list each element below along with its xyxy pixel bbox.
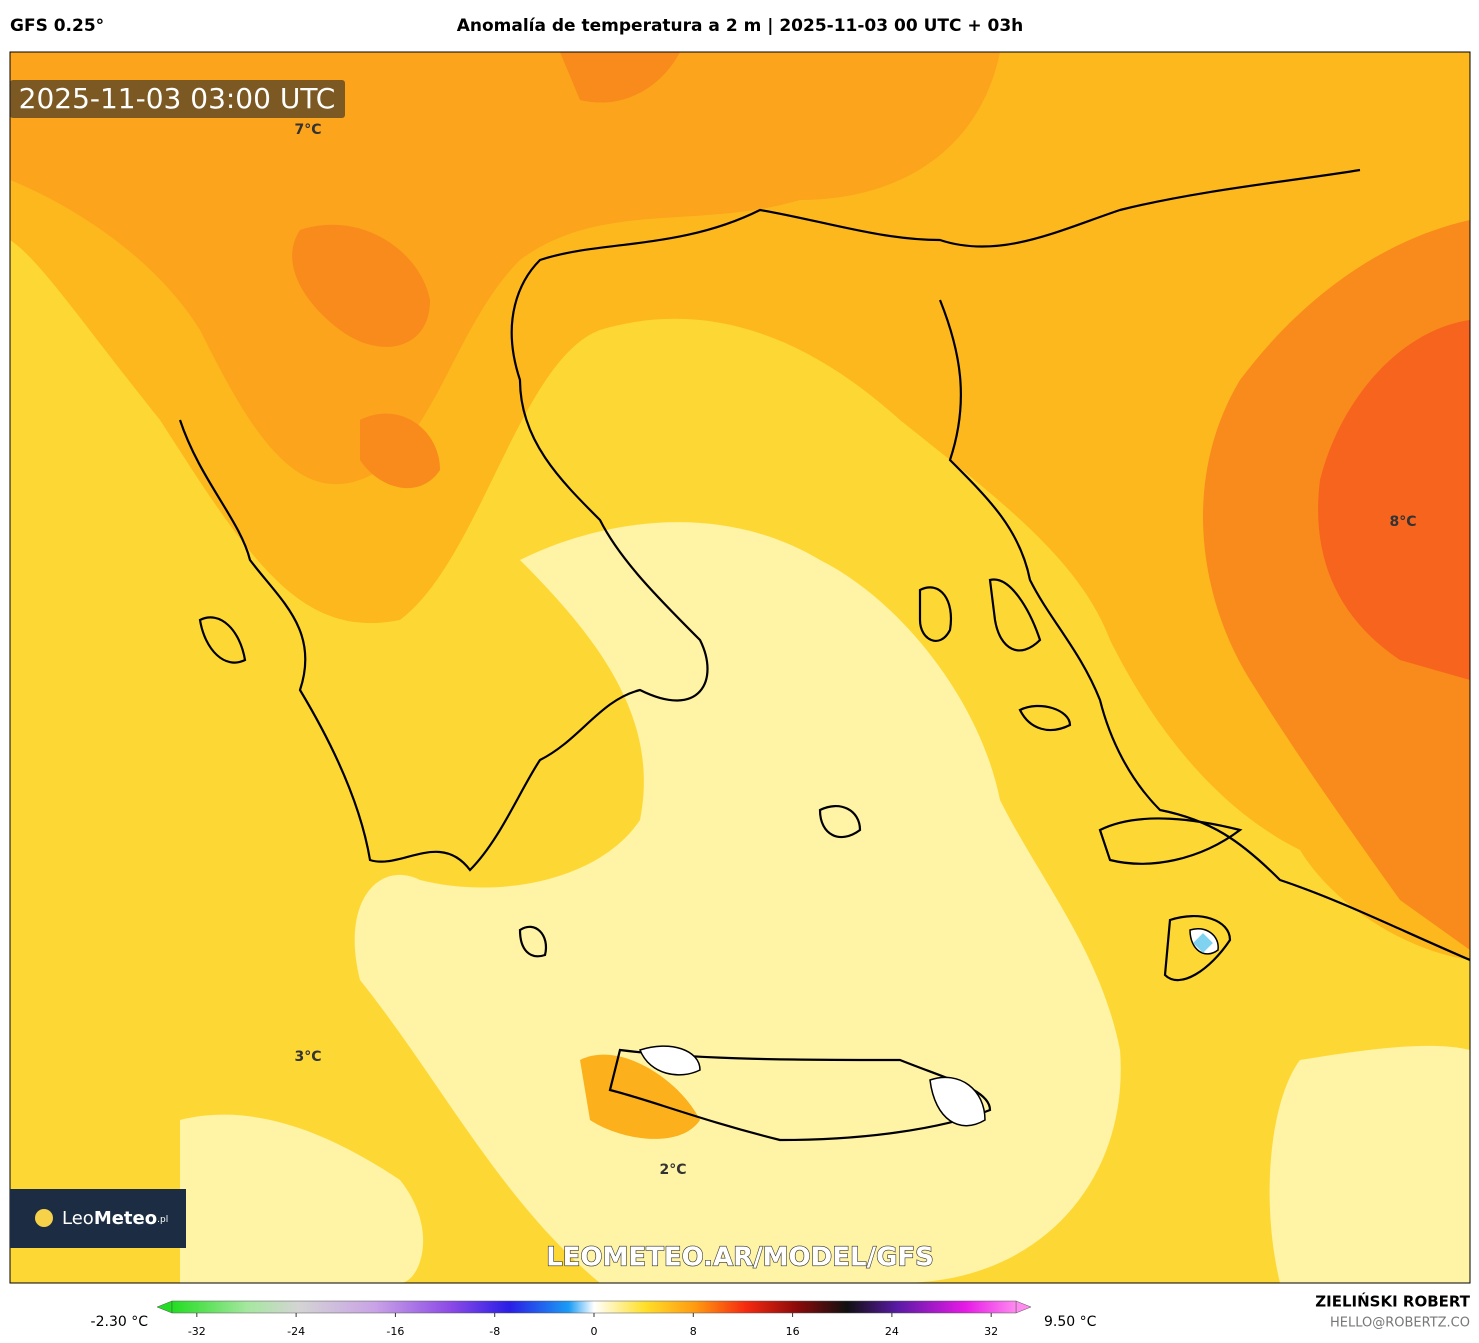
map-title: Anomalía de temperatura a 2 m | 2025-11-… (457, 16, 1024, 36)
credits-name: ZIELIŃSKI ROBERT (1315, 1292, 1470, 1311)
logo-name: Leo (62, 1208, 94, 1229)
colorbar: -32 -24 -16 -8 0 8 16 24 32 (156, 1300, 1032, 1338)
colorbar-bar (171, 1300, 1017, 1314)
cool-region (354, 522, 1121, 1283)
colorbar-tick-label: -24 (287, 1325, 305, 1338)
colorbar-tick-label: -32 (188, 1325, 206, 1338)
colorbar-min: -2.30 °C (91, 1314, 149, 1330)
colorbar-max: 9.50 °C (1044, 1314, 1097, 1330)
colorbar-tick-label: 32 (984, 1325, 998, 1338)
cool-region (180, 1114, 424, 1283)
hot-region (360, 413, 440, 489)
colorbar-tick-label: 16 (786, 1325, 800, 1338)
colorbar-end (1015, 1300, 1032, 1314)
logo-text: LeoMeteo.pl (62, 1208, 168, 1229)
map-labels: 7°C 8°C 3°C 2°C (294, 122, 1416, 1178)
cold-spot (1193, 933, 1213, 953)
cool-region (1269, 1045, 1470, 1283)
colorbar-tick-label: -8 (489, 1325, 500, 1338)
colorbar-tick-label: -16 (386, 1325, 404, 1338)
map-frame (9, 51, 1471, 1284)
hot-core (1318, 320, 1470, 680)
colorbar-end (156, 1300, 173, 1314)
warm-region (10, 52, 1000, 485)
map-label: 7°C (294, 122, 321, 138)
logo-sun (35, 1209, 53, 1227)
map: 7°C 8°C 3°C 2°C (10, 52, 1470, 1283)
warm-region (580, 1054, 700, 1139)
colorbar-tick-label: 0 (591, 1325, 598, 1338)
credits-email: HELLO@ROBERTZ.CO (1330, 1316, 1470, 1331)
hot-region (292, 224, 430, 347)
timestamp-box (10, 80, 345, 118)
colorbar-tick-label: 8 (690, 1325, 697, 1338)
map-label: 3°C (294, 1049, 321, 1065)
cold-spots (639, 928, 1219, 1127)
map-label: 8°C (1389, 514, 1416, 530)
model-name: GFS 0.25° (10, 16, 104, 36)
coastline (178, 168, 1470, 1142)
logo-bold: Meteo (94, 1208, 157, 1229)
timestamp: 2025-11-03 03:00 UTC (19, 82, 336, 115)
colorbar-tick-label: 24 (885, 1325, 899, 1338)
map-label: 2°C (659, 1162, 686, 1178)
hot-region (560, 52, 680, 103)
logo-suffix: .pl (157, 1215, 168, 1225)
watermark: LEOMETEO.AR/MODEL/GFS (546, 1243, 934, 1273)
